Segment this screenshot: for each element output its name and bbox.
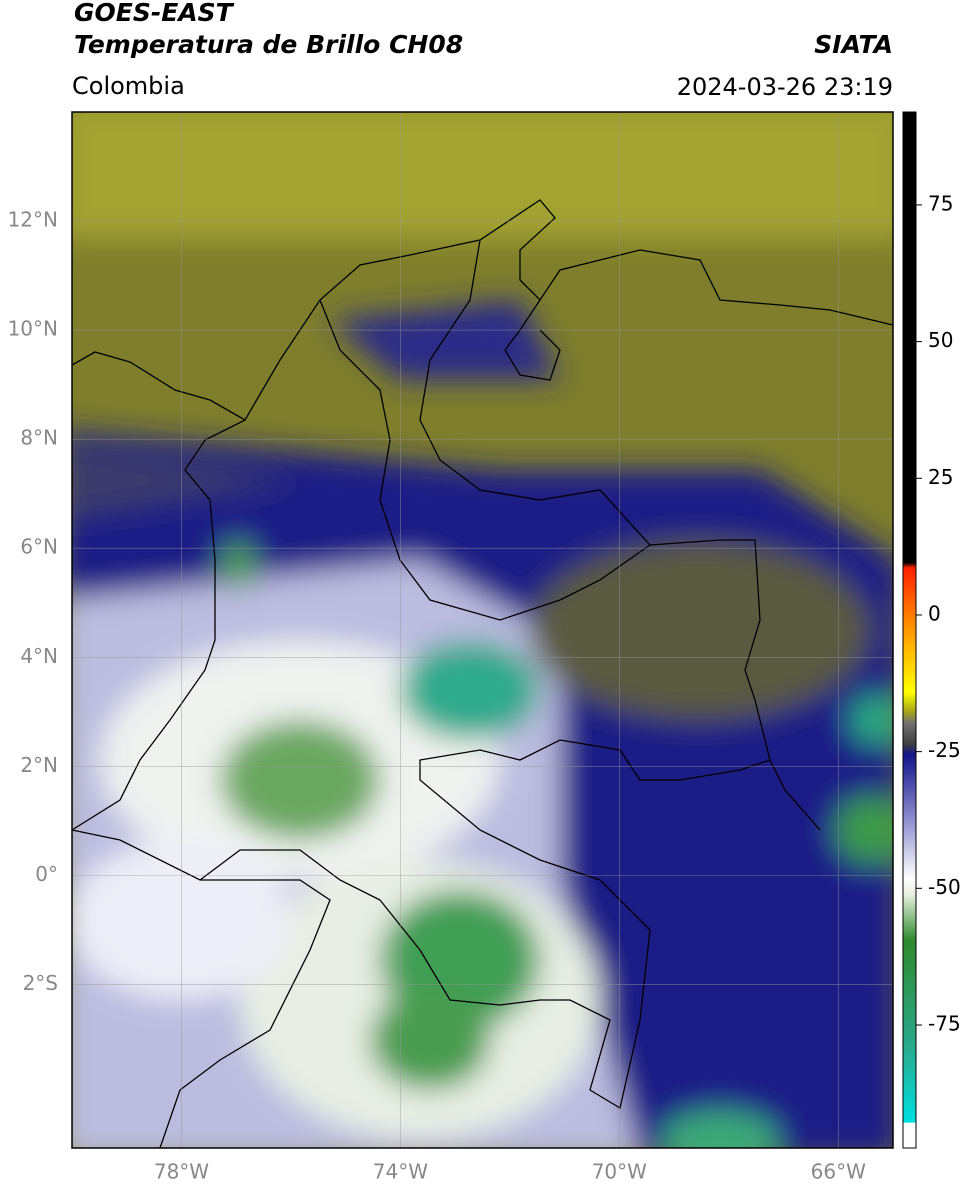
- datetime: 2024-03-26 23:19: [677, 73, 893, 101]
- lat-tick-label: 12°N: [8, 208, 58, 232]
- colorbar: [902, 111, 917, 1149]
- map-frame: [71, 111, 894, 1149]
- lat-tick-label: 2°S: [23, 971, 58, 995]
- colorbar-tick-label: 0: [928, 601, 941, 625]
- lat-tick-label: 2°N: [20, 753, 58, 777]
- satellite-image: [72, 112, 893, 1148]
- lon-tick-label: 66°W: [811, 1160, 866, 1184]
- lon-tick-label: 78°W: [154, 1160, 209, 1184]
- colorbar-tick-label: 75: [928, 191, 953, 215]
- lat-tick-label: 4°N: [20, 644, 58, 668]
- region: Colombia: [72, 72, 185, 100]
- lat-tick-label: 6°N: [20, 535, 58, 559]
- lon-tick-label: 74°W: [373, 1160, 428, 1184]
- lat-tick-label: 10°N: [8, 317, 58, 341]
- colorbar-tick-label: -50: [928, 875, 961, 899]
- title-line: Temperatura de Brillo CH08: [74, 30, 463, 59]
- lon-tick-label: 70°W: [592, 1160, 647, 1184]
- colorbar-tick-label: -75: [928, 1011, 961, 1035]
- source: SIATA: [814, 30, 893, 59]
- lat-tick-label: 0°: [35, 862, 58, 886]
- title-line: GOES-EAST: [74, 0, 235, 27]
- graticule: [72, 112, 893, 1148]
- colorbar-tick-label: -25: [928, 738, 961, 762]
- colorbar-tick-label: 25: [928, 465, 953, 489]
- lat-tick-label: 8°N: [20, 426, 58, 450]
- colorbar-tick-label: 50: [928, 328, 953, 352]
